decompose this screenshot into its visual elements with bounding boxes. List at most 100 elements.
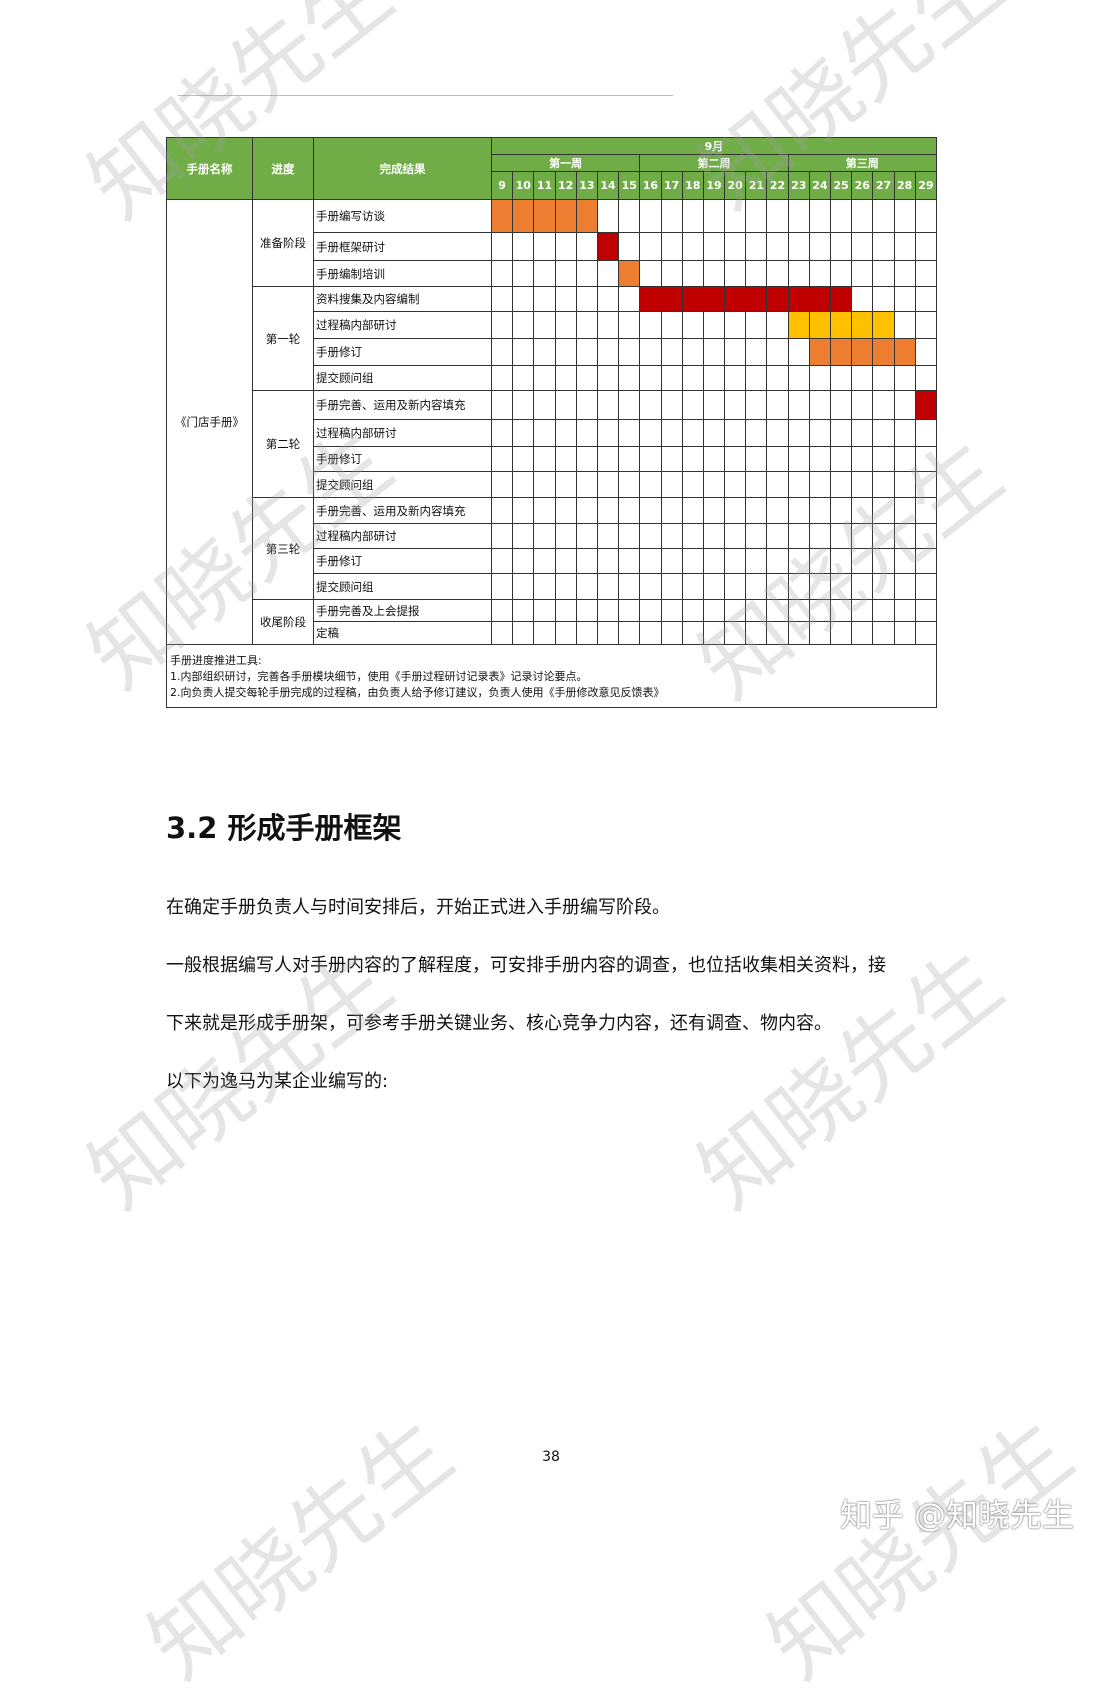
- header-day: 24: [808, 171, 832, 200]
- gantt-bar-cell: [829, 286, 853, 312]
- header-day: 11: [533, 171, 556, 200]
- day-cell: [575, 621, 598, 645]
- day-cell: [851, 390, 874, 420]
- day-cell: [596, 599, 620, 622]
- day-cell: [724, 523, 747, 549]
- stage-name: 收尾阶段: [252, 599, 314, 645]
- day-cell: [808, 621, 832, 645]
- gantt-bar-cell: [745, 286, 768, 312]
- day-cell: [787, 338, 810, 366]
- day-cell: [893, 497, 916, 524]
- day-cell: [533, 390, 556, 420]
- day-cell: [575, 390, 598, 420]
- day-cell: [893, 199, 916, 233]
- task-name: 手册修订: [313, 548, 492, 574]
- gantt-bar-cell: [872, 311, 895, 339]
- day-cell: [724, 573, 747, 600]
- day-cell: [724, 446, 747, 472]
- day-cell: [851, 548, 874, 574]
- day-cell: [893, 365, 916, 391]
- day-cell: [914, 338, 937, 366]
- task-row: 提交顾问组: [167, 471, 937, 498]
- day-cell: [618, 232, 641, 261]
- day-cell: [575, 573, 598, 600]
- stage-name: 第二轮: [252, 390, 314, 498]
- day-cell: [575, 599, 598, 622]
- day-cell: [639, 599, 662, 622]
- paragraph: 下来就是形成手册架，可参考手册关键业务、核心竞争力内容，还有调查、物内容。: [166, 1013, 832, 1034]
- day-cell: [554, 573, 577, 600]
- day-cell: [490, 548, 514, 574]
- day-cell: [490, 419, 514, 447]
- day-cell: [596, 338, 620, 366]
- day-cell: [872, 260, 895, 287]
- day-cell: [914, 548, 937, 574]
- day-cell: [618, 523, 641, 549]
- day-cell: [745, 260, 768, 287]
- day-cell: [893, 548, 916, 574]
- day-cell: [681, 390, 704, 420]
- day-cell: [639, 260, 662, 287]
- day-cell: [787, 497, 810, 524]
- day-cell: [554, 523, 577, 549]
- day-cell: [639, 390, 662, 420]
- day-cell: [533, 471, 556, 498]
- day-cell: [724, 199, 747, 233]
- day-cell: [702, 497, 726, 524]
- day-cell: [490, 390, 514, 420]
- day-cell: [787, 232, 810, 261]
- day-cell: [533, 497, 556, 524]
- gantt-bar-cell: [851, 338, 874, 366]
- day-cell: [745, 419, 768, 447]
- day-cell: [787, 260, 810, 287]
- day-cell: [787, 523, 810, 549]
- day-cell: [639, 338, 662, 366]
- day-cell: [851, 232, 874, 261]
- task-name: 过程稿内部研讨: [313, 419, 492, 447]
- day-cell: [914, 621, 937, 645]
- day-cell: [681, 338, 704, 366]
- paragraph: 一般根据编写人对手册内容的了解程度，可安排手册内容的调查，也位括收集相关资料，接: [166, 955, 886, 976]
- day-cell: [681, 548, 704, 574]
- header-day: 14: [596, 171, 620, 200]
- day-cell: [787, 199, 810, 233]
- day-cell: [872, 573, 895, 600]
- header-day: 19: [702, 171, 726, 200]
- day-cell: [512, 338, 535, 366]
- day-cell: [618, 446, 641, 472]
- header-day: 9: [490, 171, 514, 200]
- day-cell: [639, 311, 662, 339]
- day-cell: [872, 446, 895, 472]
- day-cell: [512, 311, 535, 339]
- day-cell: [914, 232, 937, 261]
- day-cell: [829, 419, 853, 447]
- day-cell: [893, 471, 916, 498]
- header-day: 12: [554, 171, 577, 200]
- day-cell: [660, 573, 683, 600]
- day-cell: [766, 232, 789, 261]
- day-cell: [596, 548, 620, 574]
- gantt-bar-cell: [660, 286, 683, 312]
- paragraph: 以下为逸马为某企业编写的:: [166, 1071, 389, 1092]
- day-cell: [639, 232, 662, 261]
- day-cell: [872, 286, 895, 312]
- note-line: 1.内部组织研讨，完善各手册模块细节，使用《手册过程研讨记录表》记录讨论要点。: [170, 670, 588, 683]
- day-cell: [724, 338, 747, 366]
- day-cell: [702, 365, 726, 391]
- header-day: 17: [660, 171, 683, 200]
- day-cell: [639, 471, 662, 498]
- task-row: 手册编制培训: [167, 260, 937, 287]
- day-cell: [512, 260, 535, 287]
- day-cell: [872, 523, 895, 549]
- day-cell: [872, 365, 895, 391]
- day-cell: [639, 573, 662, 600]
- day-cell: [766, 471, 789, 498]
- day-cell: [639, 621, 662, 645]
- day-cell: [745, 365, 768, 391]
- day-cell: [766, 365, 789, 391]
- day-cell: [893, 286, 916, 312]
- day-cell: [575, 446, 598, 472]
- gantt-bar-cell: [829, 338, 853, 366]
- day-cell: [872, 419, 895, 447]
- day-cell: [766, 573, 789, 600]
